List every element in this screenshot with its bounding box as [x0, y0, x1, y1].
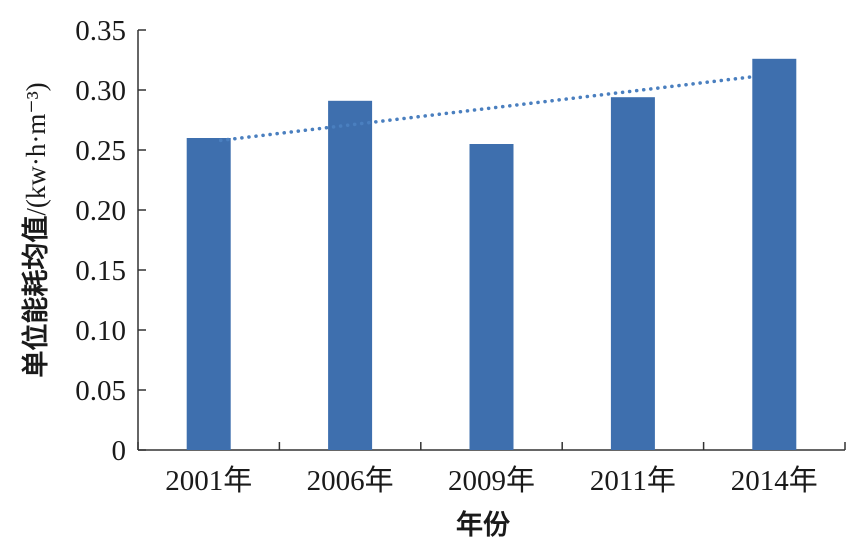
x-tick-labels: 2001年 2006年 2009年 2011年 2014年	[165, 464, 818, 497]
bar-2011年	[610, 97, 655, 450]
axes	[137, 29, 846, 451]
y-tick-label: 0.30	[75, 75, 126, 107]
y-tick-label: 0	[112, 435, 127, 467]
bars	[186, 58, 797, 451]
bar-2006年	[328, 100, 373, 451]
x-tick-label: 2014年	[731, 464, 818, 497]
y-tick-labels: 0 0.05 0.10 0.15 0.20 0.25 0.30 0.35	[75, 15, 126, 467]
trendline-dotted	[218, 75, 755, 143]
y-tick-label: 0.10	[75, 315, 126, 347]
bar-2009年	[469, 144, 514, 450]
bar-2014年	[752, 58, 797, 451]
x-tick-label: 2006年	[307, 464, 394, 497]
trendline	[218, 75, 755, 143]
x-tick-label: 2011年	[590, 464, 676, 497]
y-tick-label: 0.05	[75, 375, 126, 407]
y-tick-label: 0.35	[75, 15, 126, 47]
bar-2001年	[186, 138, 231, 450]
x-tick-label: 2001年	[165, 464, 252, 497]
y-tick-label: 0.15	[75, 255, 126, 287]
x-axis-title: 年份	[456, 509, 510, 541]
y-tick-label: 0.20	[75, 195, 126, 227]
x-tick-label: 2009年	[448, 464, 535, 497]
y-axis-title: 单位能耗均值/(kw·h·m⁻³)	[20, 82, 52, 377]
y-tick-label: 0.25	[75, 135, 126, 167]
